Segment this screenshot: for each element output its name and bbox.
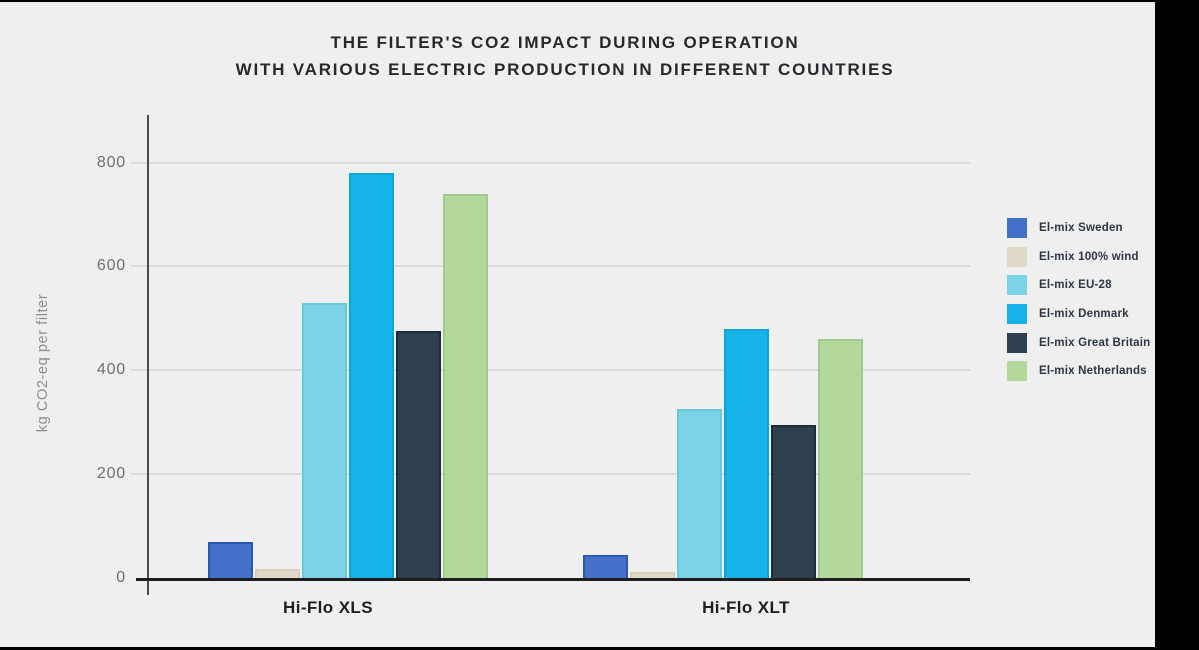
bar-el-mix-netherlands-hi-flo-xlt <box>818 339 863 578</box>
legend-item-el-mix-great-britain: El-mix Great Britain <box>1007 332 1151 353</box>
bar-el-mix-great-britain-hi-flo-xlt <box>771 425 816 578</box>
y-tick-label-0: 0 <box>116 569 126 586</box>
legend-item-el-mix-sweden: El-mix Sweden <box>1007 218 1150 238</box>
legend-swatch-el-mix-great-britain <box>1007 332 1027 353</box>
legend-label-el-mix-sweden: El-mix Sweden <box>1039 222 1123 234</box>
legend-swatch-el-mix-denmark <box>1007 304 1027 325</box>
legend-item-el-mix-denmark: El-mix Denmark <box>1007 304 1150 325</box>
legend-label-el-mix-netherlands: El-mix Netherlands <box>1039 365 1147 378</box>
gridline-600 <box>131 265 970 268</box>
bar-el-mix-sweden-hi-flo-xlt <box>583 555 628 578</box>
y-axis-label-text: kg CO2-eq per filter <box>35 293 51 433</box>
y-tick-label-200: 200 <box>96 465 126 483</box>
legend-item-el-mix-100-wind: El-mix 100% wind <box>1007 246 1150 267</box>
chart-title: THE FILTER'S CO2 IMPACT DURING OPERATION… <box>0 29 1130 83</box>
chart-title-line-2: WITH VARIOUS ELECTRIC PRODUCTION IN DIFF… <box>235 60 895 79</box>
bar-el-mix-denmark-hi-flo-xls <box>349 173 394 578</box>
bar-el-mix-eu-28-hi-flo-xlt <box>677 409 722 578</box>
x-category-label-hi-flo-xls: Hi-Flo XLS <box>283 598 373 617</box>
legend-label-el-mix-100-wind: El-mix 100% wind <box>1039 250 1139 263</box>
gridline-800 <box>131 161 970 164</box>
gridline-200 <box>131 473 970 476</box>
gridline-400 <box>131 369 970 372</box>
legend-swatch-el-mix-sweden <box>1007 218 1027 238</box>
bar-el-mix-100-wind-hi-flo-xlt <box>630 572 675 578</box>
chart-title-line-1: THE FILTER'S CO2 IMPACT DURING OPERATION <box>330 33 800 52</box>
x-category-label-hi-flo-xlt: Hi-Flo XLT <box>702 598 790 617</box>
chart-canvas: THE FILTER'S CO2 IMPACT DURING OPERATION… <box>0 2 1155 647</box>
legend-item-el-mix-eu-28: El-mix EU-28 <box>1007 275 1150 296</box>
legend: El-mix Sweden El-mix 100% wind El-mix EU-2… <box>1007 218 1150 390</box>
legend-swatch-el-mix-100-wind <box>1007 246 1027 267</box>
bar-el-mix-denmark-hi-flo-xlt <box>724 329 769 578</box>
legend-label-el-mix-eu-28: El-mix EU-28 <box>1039 279 1112 292</box>
y-tick-label-400: 400 <box>96 361 126 379</box>
legend-item-el-mix-netherlands: El-mix Netherlands <box>1007 361 1150 382</box>
bar-el-mix-netherlands-hi-flo-xls <box>443 194 488 578</box>
legend-label-el-mix-great-britain: El-mix Great Britain <box>1039 336 1151 349</box>
legend-label-el-mix-denmark: El-mix Denmark <box>1039 308 1129 321</box>
bar-el-mix-sweden-hi-flo-xls <box>208 542 253 578</box>
bar-el-mix-100-wind-hi-flo-xls <box>255 569 300 578</box>
x-axis-line <box>136 578 970 581</box>
legend-swatch-el-mix-netherlands <box>1007 361 1027 382</box>
bar-el-mix-eu-28-hi-flo-xls <box>302 303 347 578</box>
legend-swatch-el-mix-eu-28 <box>1007 275 1027 296</box>
y-tick-label-600: 600 <box>96 257 126 275</box>
bar-el-mix-great-britain-hi-flo-xls <box>396 331 441 578</box>
y-tick-label-800: 800 <box>96 153 126 171</box>
y-axis-line <box>147 115 149 595</box>
